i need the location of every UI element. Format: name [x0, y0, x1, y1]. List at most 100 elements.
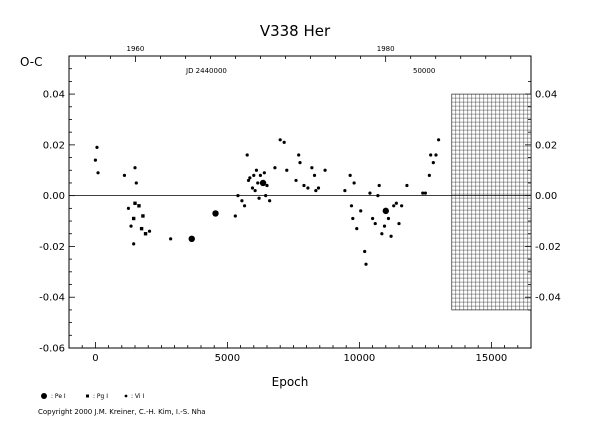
point-pe: [188, 235, 195, 243]
point-pg: [133, 201, 137, 205]
point-vi: [363, 249, 367, 254]
point-vi: [376, 194, 380, 198]
point-pe: [212, 210, 219, 217]
point-vi: [382, 224, 387, 228]
point-vi: [352, 181, 356, 185]
y-tick-label-right: 0.04: [535, 90, 557, 101]
point-vi: [298, 161, 302, 165]
point-vi: [359, 209, 363, 213]
point-vi: [236, 194, 240, 198]
point-vi: [364, 262, 368, 266]
point-vi: [134, 181, 138, 185]
x-axis-label: Epoch: [272, 375, 309, 389]
point-vi: [258, 173, 262, 177]
point-vi: [394, 201, 398, 205]
point-vi: [169, 237, 173, 241]
point-vi: [285, 168, 289, 172]
point-vi: [240, 199, 244, 203]
point-vi: [421, 191, 425, 195]
point-pg: [139, 226, 144, 231]
point-vi: [306, 186, 310, 190]
point-vi: [233, 214, 237, 218]
point-vi: [133, 166, 137, 170]
point-vi: [278, 138, 282, 142]
point-vi: [314, 188, 318, 193]
point-vi: [427, 173, 431, 177]
point-vi: [132, 242, 136, 246]
legend-marker-vi: [124, 394, 128, 398]
x-tick-label: 10000: [343, 353, 375, 364]
point-vi: [380, 232, 384, 236]
point-vi: [405, 183, 409, 188]
point-pg: [141, 214, 145, 218]
point-vi: [392, 204, 396, 208]
top-axis-ticks: 196019802000: [84, 45, 512, 62]
x-tick-label: 15000: [475, 353, 507, 364]
copyright-text: Copyright 2000 J.M. Kreiner, C.-H. Kim, …: [38, 408, 206, 416]
point-vi: [96, 171, 100, 175]
point-vi: [423, 191, 427, 195]
y-tick-label-left: 0.02: [43, 140, 65, 151]
point-vi: [373, 221, 377, 226]
y-tick-label-left: 0.04: [43, 90, 65, 101]
point-pg: [137, 204, 141, 208]
legend-marker-pg: [86, 394, 89, 398]
point-vi: [351, 216, 355, 221]
point-pg: [131, 216, 136, 221]
x-tick-label: 0: [92, 353, 98, 364]
point-vi: [297, 153, 301, 157]
point-vi: [397, 221, 401, 226]
legend-label-vi: : Vi I: [131, 393, 144, 400]
point-vi: [93, 158, 97, 162]
y-tick-label-left: 0.00: [43, 191, 65, 202]
point-vi: [242, 204, 247, 208]
point-vi: [95, 145, 99, 150]
point-vi: [310, 166, 314, 170]
point-vi: [431, 161, 435, 165]
chart-title: V338 Her: [260, 22, 331, 40]
top-axis-50000-note: 50000: [413, 67, 435, 75]
legend-marker-pe: [41, 393, 47, 399]
point-vi: [349, 204, 354, 208]
y-tick-label-left: -0.02: [39, 242, 65, 253]
point-vi: [400, 204, 404, 208]
point-vi: [147, 229, 152, 233]
y-axis-ticks-right: 0.04 0.02 0.00 -0.02 -0.04: [525, 80, 561, 311]
point-vi: [302, 183, 306, 188]
point-vi: [250, 186, 255, 190]
y-tick-label-right: -0.02: [535, 242, 561, 253]
y-axis-ticks-left: 0.04 0.02 0.00 -0.02 -0.04 -0.06: [39, 68, 75, 355]
point-vi: [126, 206, 130, 210]
point-pe: [382, 207, 389, 215]
point-vi: [129, 224, 133, 228]
point-vi: [262, 171, 266, 175]
point-vi: [265, 183, 269, 188]
point-vi: [264, 194, 268, 198]
legend-label-pe: : Pe I: [51, 393, 66, 400]
x-axis-ticks: 0 5000 10000 15000: [68, 342, 532, 364]
top-tick-label: 1960: [127, 45, 145, 53]
point-vi: [389, 234, 393, 238]
point-vi: [245, 153, 249, 157]
y-tick-label-left: -0.06: [39, 344, 65, 355]
point-vi: [312, 173, 317, 177]
point-pg: [143, 232, 148, 236]
legend: : Pe I : Pg I : Vi I: [41, 393, 144, 400]
point-vi: [386, 216, 391, 221]
point-vi: [377, 183, 381, 188]
point-vi: [368, 191, 372, 195]
point-pe: [259, 179, 267, 187]
legend-label-pg: : Pg I: [93, 393, 108, 400]
point-vi: [343, 188, 347, 193]
point-vi: [122, 173, 127, 177]
y-axis-label: O-C: [20, 55, 43, 69]
point-vi: [371, 216, 375, 221]
y-tick-label-right: 0.02: [535, 140, 557, 151]
y-tick-label-left: -0.04: [39, 293, 65, 304]
point-vi: [355, 227, 359, 231]
point-vi: [437, 138, 441, 142]
y-tick-label-right: -0.04: [535, 293, 561, 304]
point-vi: [323, 168, 327, 172]
point-vi: [252, 173, 256, 177]
